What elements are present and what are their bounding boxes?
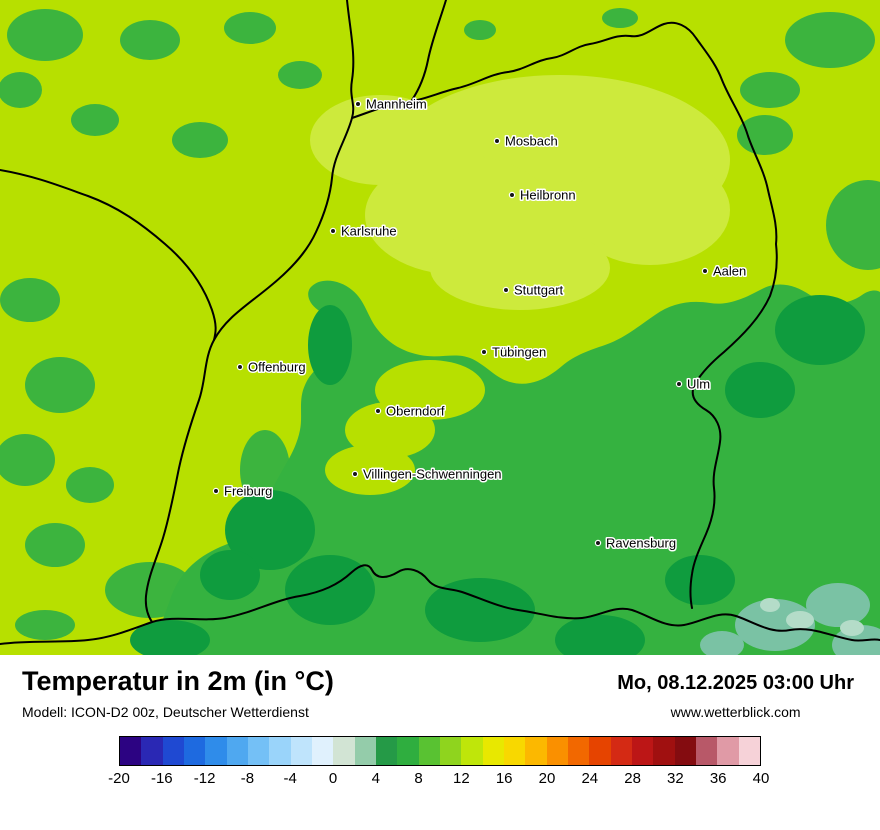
city-dot [480,348,488,356]
temperature-legend: -20 -16 -12 -8 -4 0 4 8 12 16 20 24 28 32 36 40 [108,736,769,792]
colorbar-tick-label: -12 [193,770,216,787]
colorbar-tick-label: 28 [624,770,641,787]
colorbar-segment [290,737,312,765]
colorbar-tick-label: 16 [495,770,513,787]
temperature-map-svg: Mannheim Mosbach Heilbronn Karlsruhe Stuttga… [0,0,880,655]
colorbar-tick-label: -4 [283,770,297,787]
colorbar-segment [695,737,718,765]
city-markers: Mannheim Mosbach Heilbronn Karlsruhe Stuttga… [212,95,748,552]
city-label: Freiburg [224,484,272,499]
map-region-cold-cores [130,295,865,655]
city-dot [502,286,510,294]
border-southwest-basel [0,621,153,645]
colorbar-segment [525,737,547,765]
map-region-valley-corridor [325,360,485,495]
city-dot [354,100,362,108]
colorbar-segment [120,737,142,765]
colorbar-segment [567,737,590,765]
colorbar-segment [247,737,270,765]
city-label: Aalen [713,264,746,279]
map-borders [0,0,880,645]
city-dot [508,191,516,199]
colorbar-segment [631,737,654,765]
city-label: Tübingen [492,345,546,360]
border-west-rhine [144,0,355,623]
border-north-hesse [411,0,447,101]
city-label: Mosbach [505,134,558,149]
city-label: Mannheim [366,97,427,112]
city-label: Villingen-Schwenningen [363,467,502,482]
colorbar-tick-label: 24 [581,770,599,787]
colorbar-segments [119,736,761,766]
colorbar-segment [375,737,398,765]
city-label: Ulm [687,377,710,392]
city-dot [675,380,683,388]
colorbar-segment [226,737,248,765]
colorbar-tick-label: -8 [240,770,255,787]
colorbar-tick-label: 0 [328,770,338,787]
colorbar-segment [461,737,483,765]
colorbar-segment [589,737,611,765]
city-dot [493,137,501,145]
colorbar-segment [674,737,696,765]
colorbar-segment [162,737,184,765]
colorbar-segment [333,737,355,765]
city-label: Ravensburg [606,536,676,551]
city-dot [236,363,244,371]
colorbar-tick-label: 8 [414,770,423,787]
border-northeast-bavaria [351,21,778,609]
city-dot [329,227,337,235]
colorbar-ticks: -20 -16 -12 -8 -4 0 4 8 12 16 20 24 28 32 36 40 [108,770,769,792]
colorbar-tick-label: 20 [538,770,556,787]
colorbar-segment [610,737,632,765]
colorbar-tick-label: 4 [371,770,380,787]
colorbar-tick-label: -20 [108,770,130,787]
colorbar-segment [269,737,291,765]
city-dot [374,407,382,415]
colorbar-segment [717,737,739,765]
map-title: Temperatur in 2m (in °C) [22,666,334,696]
colorbar-segment [482,737,504,765]
weather-map: Mannheim Mosbach Heilbronn Karlsruhe Stuttga… [0,0,880,655]
colorbar-tick-label: 40 [752,770,770,787]
colorbar-tick-label: 12 [453,770,470,787]
colorbar-segment [354,737,376,765]
colorbar-segment [311,737,334,765]
map-region-cool-patches [0,8,880,640]
colorbar-segment [439,737,462,765]
city-label: Oberndorf [386,404,445,419]
colorbar-segment [738,737,760,765]
colorbar-segment [183,737,206,765]
colorbar-segment [141,737,163,765]
colorbar-tick-label: 32 [667,770,684,787]
website-link: www.wetterblick.com [670,704,801,720]
colorbar-segment [546,737,568,765]
map-region-alpine-light-teal [760,598,864,636]
city-label: Heilbronn [520,188,576,203]
colorbar-segment [418,737,440,765]
city-dot [351,470,359,478]
city-dot [594,539,602,547]
city-label: Stuttgart [514,283,564,298]
city-dot [701,267,709,275]
city-label: Karlsruhe [341,224,397,239]
map-region-warmer-patches [310,75,730,310]
map-footer: Temperatur in 2m (in °C) Modell: ICON-D2… [0,655,880,792]
colorbar-segment [653,737,675,765]
colorbar-tick-label: -16 [150,770,173,787]
colorbar-segment [503,737,526,765]
colorbar-segment [397,737,419,765]
city-dot [212,487,220,495]
colorbar-tick-label: 36 [709,770,727,787]
model-info: Modell: ICON-D2 00z, Deutscher Wetterdie… [22,703,309,720]
city-label: Offenburg [248,360,306,375]
colorbar-segment [205,737,227,765]
forecast-datetime: Mo, 08.12.2025 03:00 Uhr [617,672,854,694]
border-south-swiss [151,564,880,642]
border-french-inner [0,169,217,341]
